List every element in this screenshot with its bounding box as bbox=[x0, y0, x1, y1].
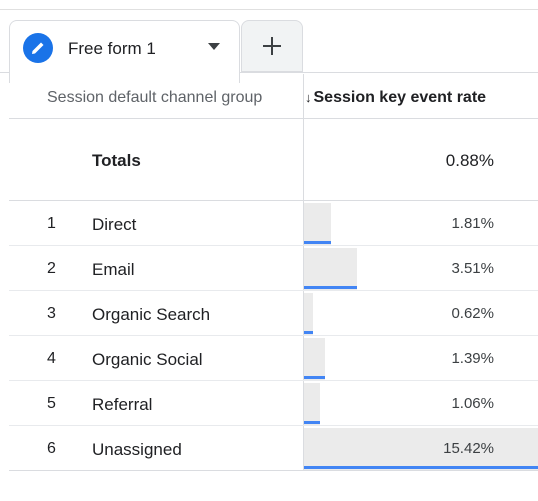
value-bar bbox=[304, 248, 357, 290]
row-index: 3 bbox=[47, 305, 56, 322]
value-bar bbox=[304, 428, 538, 470]
table-row[interactable]: 6 Unassigned 15.42% bbox=[9, 426, 538, 471]
tab-bar: Free form 1 bbox=[0, 10, 538, 83]
totals-value: 0.88% bbox=[445, 151, 494, 170]
table-row[interactable]: 2 Email 3.51% bbox=[9, 246, 538, 291]
row-index: 6 bbox=[47, 440, 56, 457]
row-value: 3.51% bbox=[451, 260, 494, 277]
column-divider bbox=[303, 74, 304, 471]
table-bottom-border bbox=[9, 470, 538, 471]
row-index: 4 bbox=[47, 350, 56, 367]
value-bar-line bbox=[304, 331, 313, 334]
tab-free-form-1[interactable]: Free form 1 bbox=[9, 20, 240, 83]
row-label[interactable]: Organic Social bbox=[92, 350, 203, 369]
value-bar bbox=[304, 203, 331, 245]
row-index: 2 bbox=[47, 260, 56, 277]
sort-descending-icon: ↓ bbox=[305, 90, 312, 105]
chevron-down-icon[interactable] bbox=[208, 43, 220, 50]
dimension-column-header[interactable]: Session default channel group bbox=[47, 89, 263, 106]
row-label[interactable]: Organic Search bbox=[92, 305, 211, 324]
row-index: 5 bbox=[47, 395, 56, 412]
row-label[interactable]: Direct bbox=[92, 215, 137, 234]
value-bar-line bbox=[304, 376, 325, 379]
value-bar bbox=[304, 338, 325, 380]
tab-baseline-left bbox=[0, 72, 9, 73]
plus-icon bbox=[263, 37, 281, 55]
row-value: 1.06% bbox=[451, 395, 494, 412]
row-label[interactable]: Unassigned bbox=[92, 440, 182, 459]
totals-label: Totals bbox=[92, 151, 141, 170]
top-strip bbox=[0, 0, 538, 10]
metric-column-header[interactable]: ↓ Session key event rate bbox=[305, 89, 486, 107]
table-row[interactable]: 1 Direct 1.81% bbox=[9, 201, 538, 246]
add-tab-button[interactable] bbox=[241, 20, 303, 72]
table-row[interactable]: 4 Organic Social 1.39% bbox=[9, 336, 538, 381]
row-index: 1 bbox=[47, 215, 56, 232]
table-row[interactable]: 3 Organic Search 0.62% bbox=[9, 291, 538, 336]
value-bar-line bbox=[304, 286, 357, 289]
totals-row: Totals 0.88% bbox=[9, 119, 538, 201]
row-label[interactable]: Email bbox=[92, 260, 135, 279]
value-bar-line bbox=[304, 241, 331, 244]
row-value: 1.81% bbox=[451, 215, 494, 232]
value-bar bbox=[304, 293, 313, 335]
row-value: 15.42% bbox=[443, 440, 494, 457]
table-header: Session default channel group ↓ Session k… bbox=[9, 74, 538, 119]
value-bar bbox=[304, 383, 320, 425]
row-value: 0.62% bbox=[451, 305, 494, 322]
tab-label: Free form 1 bbox=[68, 39, 156, 58]
row-label[interactable]: Referral bbox=[92, 395, 153, 414]
pencil-icon[interactable] bbox=[23, 33, 53, 63]
value-bar-line bbox=[304, 466, 538, 469]
metric-column-header-label: Session key event rate bbox=[313, 89, 487, 106]
value-bar-line bbox=[304, 421, 320, 424]
table-row[interactable]: 5 Referral 1.06% bbox=[9, 381, 538, 426]
row-value: 1.39% bbox=[451, 350, 494, 367]
tab-baseline bbox=[240, 72, 538, 73]
